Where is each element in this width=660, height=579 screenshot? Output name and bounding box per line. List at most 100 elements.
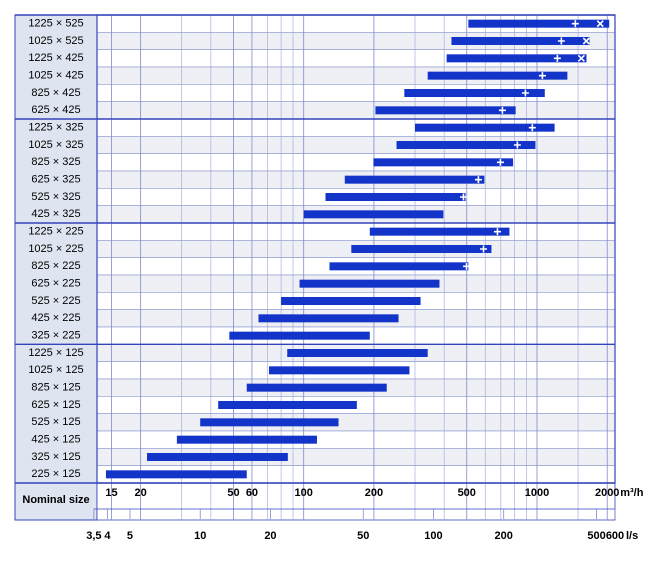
category-label: 1225 × 125: [28, 347, 83, 359]
category-label: 825 × 225: [31, 260, 80, 272]
nominal-row: [96, 482, 616, 521]
range-bar: [299, 279, 440, 288]
range-bar: [415, 123, 555, 132]
range-bar: [344, 175, 485, 184]
plus-marker: [513, 141, 521, 149]
category-label: 1025 × 425: [28, 70, 83, 82]
category-label: 625 × 425: [31, 104, 80, 116]
category-label: 1025 × 125: [28, 364, 83, 376]
range-bar: [287, 349, 428, 357]
x2-tick-label: 600: [606, 530, 624, 542]
x2-tick-label: 3,5: [86, 530, 101, 542]
plus-shape: [571, 20, 579, 28]
range-bar: [105, 470, 247, 479]
plus-marker: [474, 176, 482, 184]
x2-tick-label: 200: [495, 530, 513, 542]
category-label: 425 × 125: [31, 434, 80, 446]
range-bar: [369, 227, 510, 236]
range-bar: [329, 262, 469, 271]
chart-frame: [96, 14, 616, 484]
range-bar: [396, 141, 536, 149]
category-label: 1025 × 225: [28, 243, 83, 255]
category-label: 1225 × 425: [28, 52, 83, 64]
x-tick-label: 100: [295, 487, 313, 499]
category-label: 525 × 225: [31, 295, 80, 307]
category-label: 525 × 125: [31, 416, 80, 428]
plus-shape: [493, 228, 501, 236]
category-label: 625 × 125: [31, 399, 80, 411]
plus-marker: [538, 72, 546, 80]
x-tick-label: 1000: [525, 487, 549, 499]
category-label: 1225 × 225: [28, 226, 83, 238]
range-bar: [218, 401, 357, 409]
category-label: 825 × 425: [31, 87, 80, 99]
plus-marker: [571, 20, 579, 28]
plus-shape: [557, 37, 565, 45]
plus-marker: [496, 158, 504, 166]
plus-marker: [493, 228, 501, 236]
range-bar: [451, 37, 590, 45]
category-label: 425 × 225: [31, 312, 80, 324]
range-bar: [246, 383, 387, 392]
category-label: 825 × 125: [31, 382, 80, 394]
cross-shape: [577, 54, 585, 62]
range-bar: [375, 106, 516, 115]
range-bar: [229, 331, 370, 340]
range-bar: [427, 71, 568, 80]
x-tick-label: 15: [105, 487, 117, 499]
range-bar: [303, 210, 444, 219]
plus-marker: [557, 37, 565, 45]
category-label: 425 × 325: [31, 208, 80, 220]
plus-shape: [498, 106, 506, 114]
x2-unit: l/s: [626, 530, 638, 542]
range-bar: [147, 453, 288, 461]
category-label: 325 × 125: [31, 451, 80, 463]
range-bar: [446, 54, 587, 63]
category-label: 1025 × 325: [28, 139, 83, 151]
x-unit: m³/h: [620, 487, 644, 499]
cross-shape: [582, 37, 590, 45]
plus-marker: [521, 89, 529, 97]
category-label: 1225 × 525: [28, 18, 83, 30]
plus-marker: [459, 193, 467, 201]
plus-marker: [498, 106, 506, 114]
plus-shape: [553, 54, 561, 62]
plus-shape: [480, 245, 488, 253]
category-label: 825 × 325: [31, 156, 80, 168]
plus-shape: [513, 141, 521, 149]
plus-marker: [528, 124, 536, 132]
plus-shape: [459, 193, 467, 201]
category-label: 225 × 125: [31, 468, 80, 480]
range-bar: [404, 89, 545, 97]
category-header: Nominal size: [22, 494, 89, 506]
x-tick-label: 60: [246, 487, 258, 499]
x2-tick-label: 50: [357, 530, 369, 542]
plus-marker: [480, 245, 488, 253]
category-label: 625 × 225: [31, 278, 80, 290]
range-bar: [258, 314, 399, 323]
range-bar: [269, 366, 410, 375]
plus-shape: [463, 262, 471, 270]
category-label: 525 × 325: [31, 191, 80, 203]
cross-shape: [596, 20, 604, 28]
x-tick-label: 20: [135, 487, 147, 499]
range-bar: [468, 19, 610, 28]
range-bar: [176, 435, 317, 444]
x2-tick-label: 20: [264, 530, 276, 542]
plus-marker: [553, 54, 561, 62]
range-bar: [351, 245, 492, 253]
x-tick-label: 2000: [595, 487, 619, 499]
cross-marker: [596, 20, 604, 28]
category-label: 1025 × 525: [28, 35, 83, 47]
range-bar: [325, 193, 466, 201]
range-bar: [373, 158, 514, 167]
cross-marker: [577, 54, 585, 62]
plus-shape: [474, 176, 482, 184]
category-label: 325 × 225: [31, 330, 80, 342]
x2-tick-label: 10: [194, 530, 206, 542]
x2-tick-label: 4: [104, 530, 111, 542]
x2-tick-label: 100: [424, 530, 442, 542]
x-tick-label: 50: [227, 487, 239, 499]
plus-shape: [528, 124, 536, 132]
